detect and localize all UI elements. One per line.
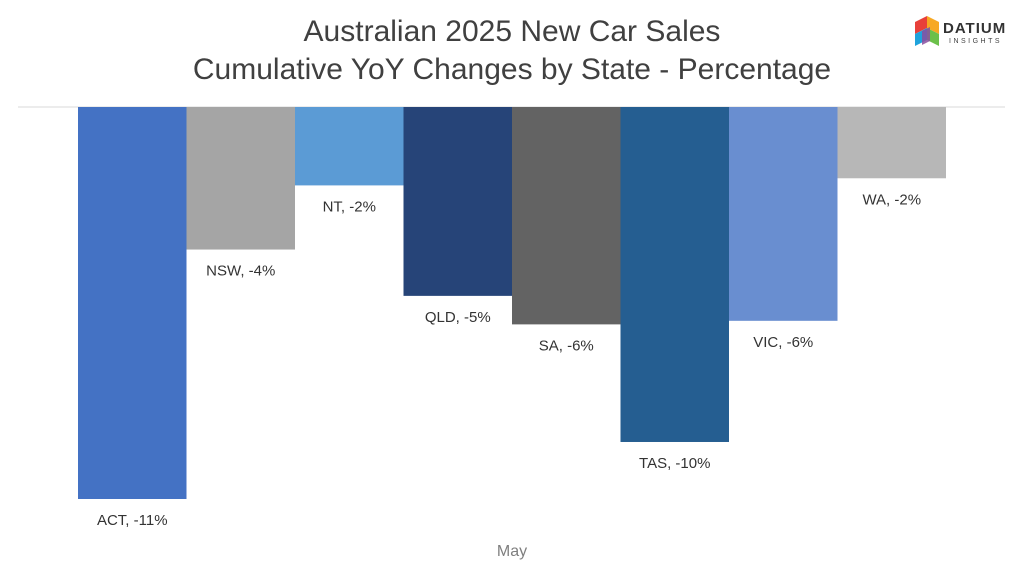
data-label-nt: NT, -2%	[323, 198, 376, 215]
data-label-qld: QLD, -5%	[425, 309, 491, 326]
bar-wa	[837, 107, 946, 179]
bar-vic	[729, 107, 838, 321]
data-label-act: ACT, -11%	[97, 512, 168, 529]
bar-tas	[620, 107, 729, 442]
chart-title: Australian 2025 New Car Sales	[303, 15, 721, 48]
data-label-tas: TAS, -10%	[639, 455, 710, 472]
chart-subtitle: Cumulative YoY Changes by State - Percen…	[192, 53, 832, 86]
data-label-sa: SA, -6%	[539, 337, 594, 354]
x-category-label: May	[497, 543, 527, 560]
bars-group	[78, 107, 946, 499]
logo-tagline: INSIGHTS	[949, 38, 1003, 45]
data-label-wa: WA, -2%	[862, 191, 921, 208]
data-label-nsw: NSW, -4%	[206, 263, 275, 280]
data-label-vic: VIC, -6%	[753, 334, 813, 351]
bar-nt	[295, 107, 404, 186]
bar-act	[78, 107, 187, 499]
datium-logo-icon	[915, 16, 939, 46]
bar-qld	[403, 107, 512, 296]
labels-group: ACT, -11% NSW, -4% NT, -2% QLD, -5% SA, -6% T…	[97, 191, 921, 529]
logo-name: DATIUM	[943, 20, 1007, 37]
bar-sa	[512, 107, 621, 325]
datium-logo: DATIUM INSIGHTS	[911, 14, 1016, 54]
bar-nsw	[186, 107, 295, 250]
